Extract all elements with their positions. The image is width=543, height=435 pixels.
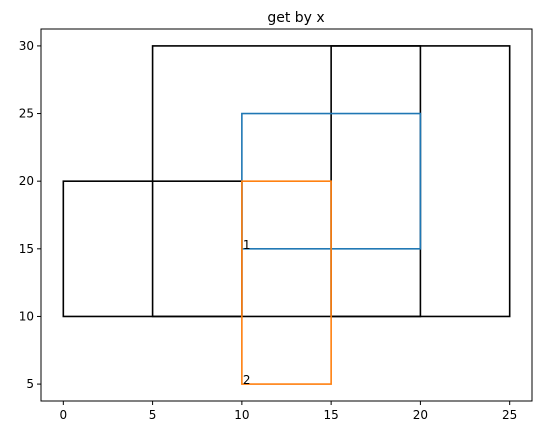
axes-frame	[40, 28, 533, 402]
x-axis: 0 5 10 15 20 25	[59, 401, 517, 422]
chart-title: get by x	[267, 10, 324, 26]
x-tick-label: 25	[502, 408, 517, 422]
plot-area: 12	[62, 45, 511, 387]
y-axis: 5 10 15 20 25 30	[19, 39, 41, 391]
y-tick-label: 10	[19, 309, 34, 323]
y-tick-label: 5	[26, 377, 34, 391]
y-tick-label: 15	[19, 242, 34, 256]
x-tick-label: 20	[413, 408, 428, 422]
x-tick-label: 15	[323, 408, 338, 422]
x-tick-label: 10	[234, 408, 249, 422]
x-tick-label: 0	[59, 408, 67, 422]
annotation-2: 2	[243, 373, 251, 387]
y-tick-label: 30	[19, 39, 34, 53]
rectangle-5	[241, 180, 332, 385]
x-tick-label: 5	[149, 408, 157, 422]
annotation-1: 1	[243, 238, 251, 252]
y-tick-label: 20	[19, 174, 34, 188]
y-tick-label: 25	[19, 107, 34, 121]
